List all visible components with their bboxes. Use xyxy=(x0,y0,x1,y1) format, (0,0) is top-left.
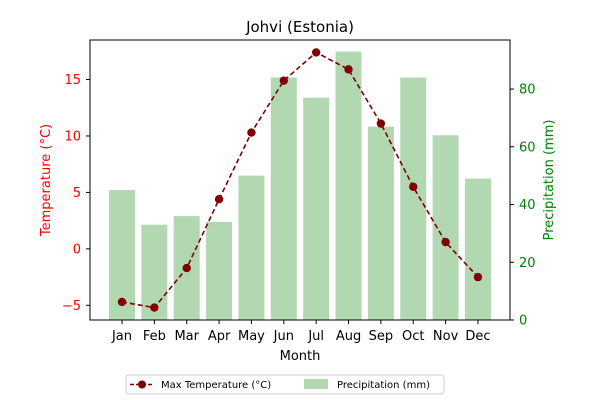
right-tick-label: 0 xyxy=(519,314,527,329)
left-axis-label: Temperature (°C) xyxy=(39,124,54,237)
plot-frame xyxy=(89,39,511,321)
right-tick-label: 20 xyxy=(519,256,536,271)
left-axis-ticks: −5 0 5 10 15 xyxy=(62,73,90,314)
precipitation-bar-jul xyxy=(303,97,330,320)
temperature-point-feb xyxy=(150,303,159,312)
temperature-point-nov xyxy=(441,237,450,247)
left-tick-label: 5 xyxy=(73,186,81,201)
legend: Max Temperature (°C) Precipitation (mm) xyxy=(125,374,445,395)
x-tick-label-feb: Feb xyxy=(143,329,166,344)
right-axis-ticks: 0 20 40 60 80 xyxy=(510,83,536,329)
precipitation-bar-may xyxy=(238,175,265,320)
chart-title: Johvi (Estonia) xyxy=(245,18,354,36)
x-tick-label-jan: Jan xyxy=(111,329,132,344)
precipitation-bar-sep xyxy=(367,126,394,321)
temperature-point-jan xyxy=(117,297,127,307)
legend-temperature-swatch-marker xyxy=(138,380,146,389)
temperature-point-aug xyxy=(344,65,353,74)
right-axis-label: Precipitation (mm) xyxy=(542,120,557,241)
x-tick-label-jul: Jul xyxy=(307,329,324,344)
precipitation-bar-aug xyxy=(335,51,362,321)
x-tick-label-may: May xyxy=(238,329,265,344)
x-tick-label-nov: Nov xyxy=(433,329,459,344)
temperature-point-may xyxy=(247,128,256,137)
right-tick-label: 60 xyxy=(519,140,536,155)
x-tick-label-dec: Dec xyxy=(465,329,490,344)
temperature-point-dec xyxy=(473,272,483,282)
x-tick-label-apr: Apr xyxy=(208,329,231,344)
x-axis-label: Month xyxy=(280,349,321,364)
temperature-point-sep xyxy=(376,119,386,128)
x-tick-label-sep: Sep xyxy=(369,329,394,344)
temperature-point-apr xyxy=(214,194,224,204)
left-tick-label: −5 xyxy=(62,299,81,314)
precipitation-bar-jun xyxy=(270,77,297,320)
x-tick-label-oct: Oct xyxy=(402,329,424,344)
x-tick-label-aug: Aug xyxy=(336,329,361,344)
legend-box xyxy=(125,374,445,395)
legend-precipitation-label: Precipitation (mm) xyxy=(337,380,430,391)
right-tick-label: 80 xyxy=(519,83,536,98)
temperature-point-oct xyxy=(409,182,418,191)
left-tick-label: 0 xyxy=(73,242,81,257)
x-axis-ticks: Jan Feb Mar Apr May Jun Jul Aug Sep Oct Nov Dec xyxy=(111,320,491,344)
left-tick-label: 15 xyxy=(64,73,81,88)
legend-temperature-label: Max Temperature (°C) xyxy=(161,380,271,391)
temperature-point-mar xyxy=(182,263,191,273)
legend-precipitation-swatch xyxy=(304,379,328,389)
precipitation-bar-oct xyxy=(400,77,427,320)
temperature-point-jun xyxy=(279,76,288,85)
temperature-point-jul xyxy=(311,48,321,57)
x-tick-label-jun: Jun xyxy=(273,329,294,344)
precipitation-bar-dec xyxy=(464,178,491,320)
x-tick-label-mar: Mar xyxy=(174,329,199,344)
temperature-line-layer xyxy=(117,48,483,312)
precipitation-bar-apr xyxy=(206,221,233,320)
temperature-line xyxy=(121,51,479,309)
precipitation-bars xyxy=(109,51,491,321)
left-tick-label: 10 xyxy=(64,129,81,144)
right-tick-label: 40 xyxy=(519,198,536,213)
